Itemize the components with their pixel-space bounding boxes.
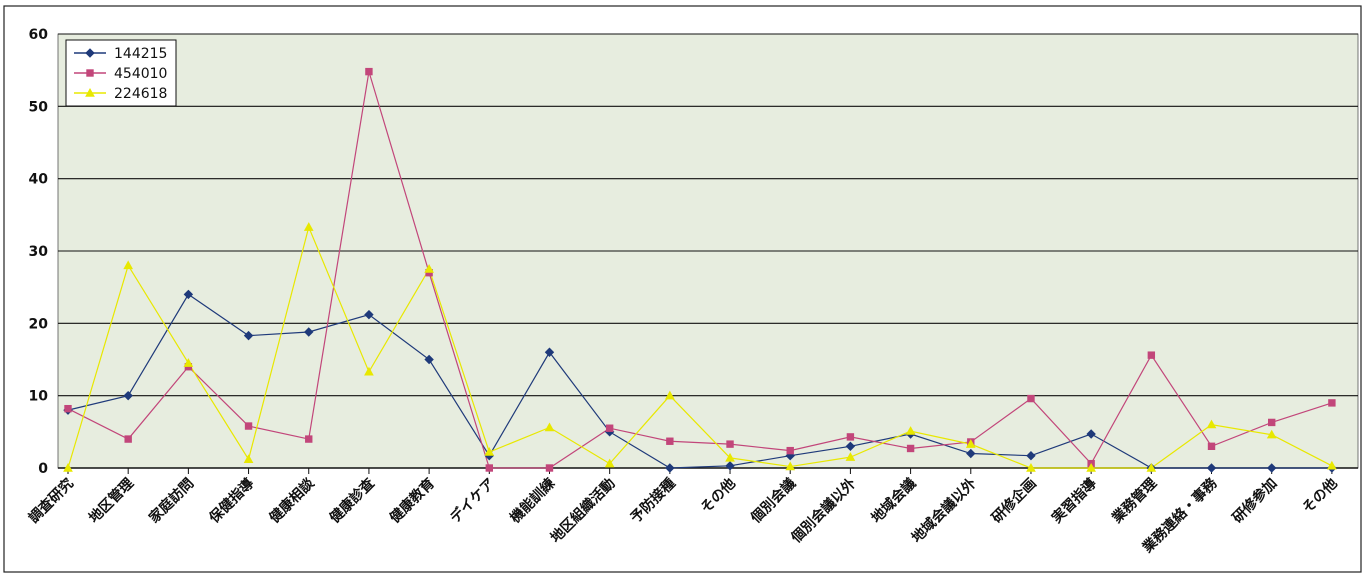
data-point	[303, 222, 314, 231]
data-point	[665, 463, 675, 473]
data-point	[243, 454, 254, 464]
data-point	[244, 422, 253, 430]
series-lines	[67, 71, 1333, 469]
data-point	[1327, 460, 1337, 470]
data-point	[665, 390, 675, 400]
y-tick-label: 40	[29, 172, 49, 188]
series-line	[67, 293, 1332, 469]
data-point	[905, 426, 916, 435]
data-point	[1206, 463, 1217, 473]
data-point	[1086, 429, 1096, 439]
data-point	[726, 440, 734, 448]
data-point	[725, 452, 735, 462]
data-point	[786, 446, 794, 455]
data-point	[85, 87, 95, 97]
y-tick-label: 50	[29, 99, 49, 115]
data-point	[1086, 462, 1096, 472]
data-point	[966, 448, 976, 459]
y-tick-label: 30	[29, 244, 49, 260]
data-point	[845, 452, 856, 461]
data-point	[424, 354, 434, 365]
data-point	[484, 447, 495, 456]
data-point	[666, 437, 674, 445]
data-point	[1146, 462, 1157, 472]
gridlines	[58, 33, 1358, 397]
data-point	[1268, 418, 1276, 427]
data-point	[604, 458, 615, 468]
legend-label: 224618	[114, 86, 167, 102]
y-tick-label: 60	[29, 27, 49, 43]
data-point	[124, 435, 132, 443]
data-point	[906, 444, 915, 453]
data-point	[1026, 462, 1036, 472]
data-point	[1027, 394, 1035, 403]
data-point	[305, 435, 313, 443]
data-point	[544, 347, 555, 357]
data-point	[64, 404, 72, 413]
data-point	[845, 441, 856, 452]
series-markers	[63, 67, 1337, 473]
data-point	[1266, 463, 1277, 473]
data-point	[364, 309, 374, 320]
data-point	[85, 48, 95, 58]
legend-label: 454010	[114, 66, 167, 82]
data-point	[123, 260, 134, 270]
y-tick-label: 20	[29, 316, 49, 332]
data-point	[123, 390, 133, 401]
data-point	[1266, 429, 1277, 439]
y-axis: 0 10 20 30 40 50 60	[29, 27, 49, 477]
data-point	[183, 358, 194, 367]
data-point	[86, 69, 94, 77]
data-point	[485, 464, 493, 472]
data-point	[1206, 419, 1217, 429]
data-point	[965, 439, 976, 448]
data-point	[1026, 450, 1036, 461]
data-point	[365, 67, 373, 76]
legend-label: 144215	[114, 46, 167, 62]
data-point	[304, 327, 314, 337]
legend: 144215 454010 224618	[65, 39, 177, 107]
data-point	[183, 289, 194, 300]
data-point	[605, 424, 614, 432]
data-point	[1328, 399, 1336, 407]
y-tick-label: 0	[38, 461, 48, 477]
data-point	[1147, 351, 1156, 359]
series-line	[67, 225, 1333, 469]
y-tick-label: 10	[29, 389, 49, 405]
data-point	[243, 330, 254, 341]
data-point	[725, 461, 735, 471]
series-line	[67, 71, 1333, 469]
data-point	[544, 422, 555, 432]
data-point	[424, 264, 434, 273]
data-point	[1207, 442, 1216, 451]
data-point	[364, 366, 374, 376]
data-point	[846, 433, 855, 441]
data-point	[63, 462, 73, 472]
data-point	[785, 461, 796, 471]
data-point	[545, 464, 554, 472]
